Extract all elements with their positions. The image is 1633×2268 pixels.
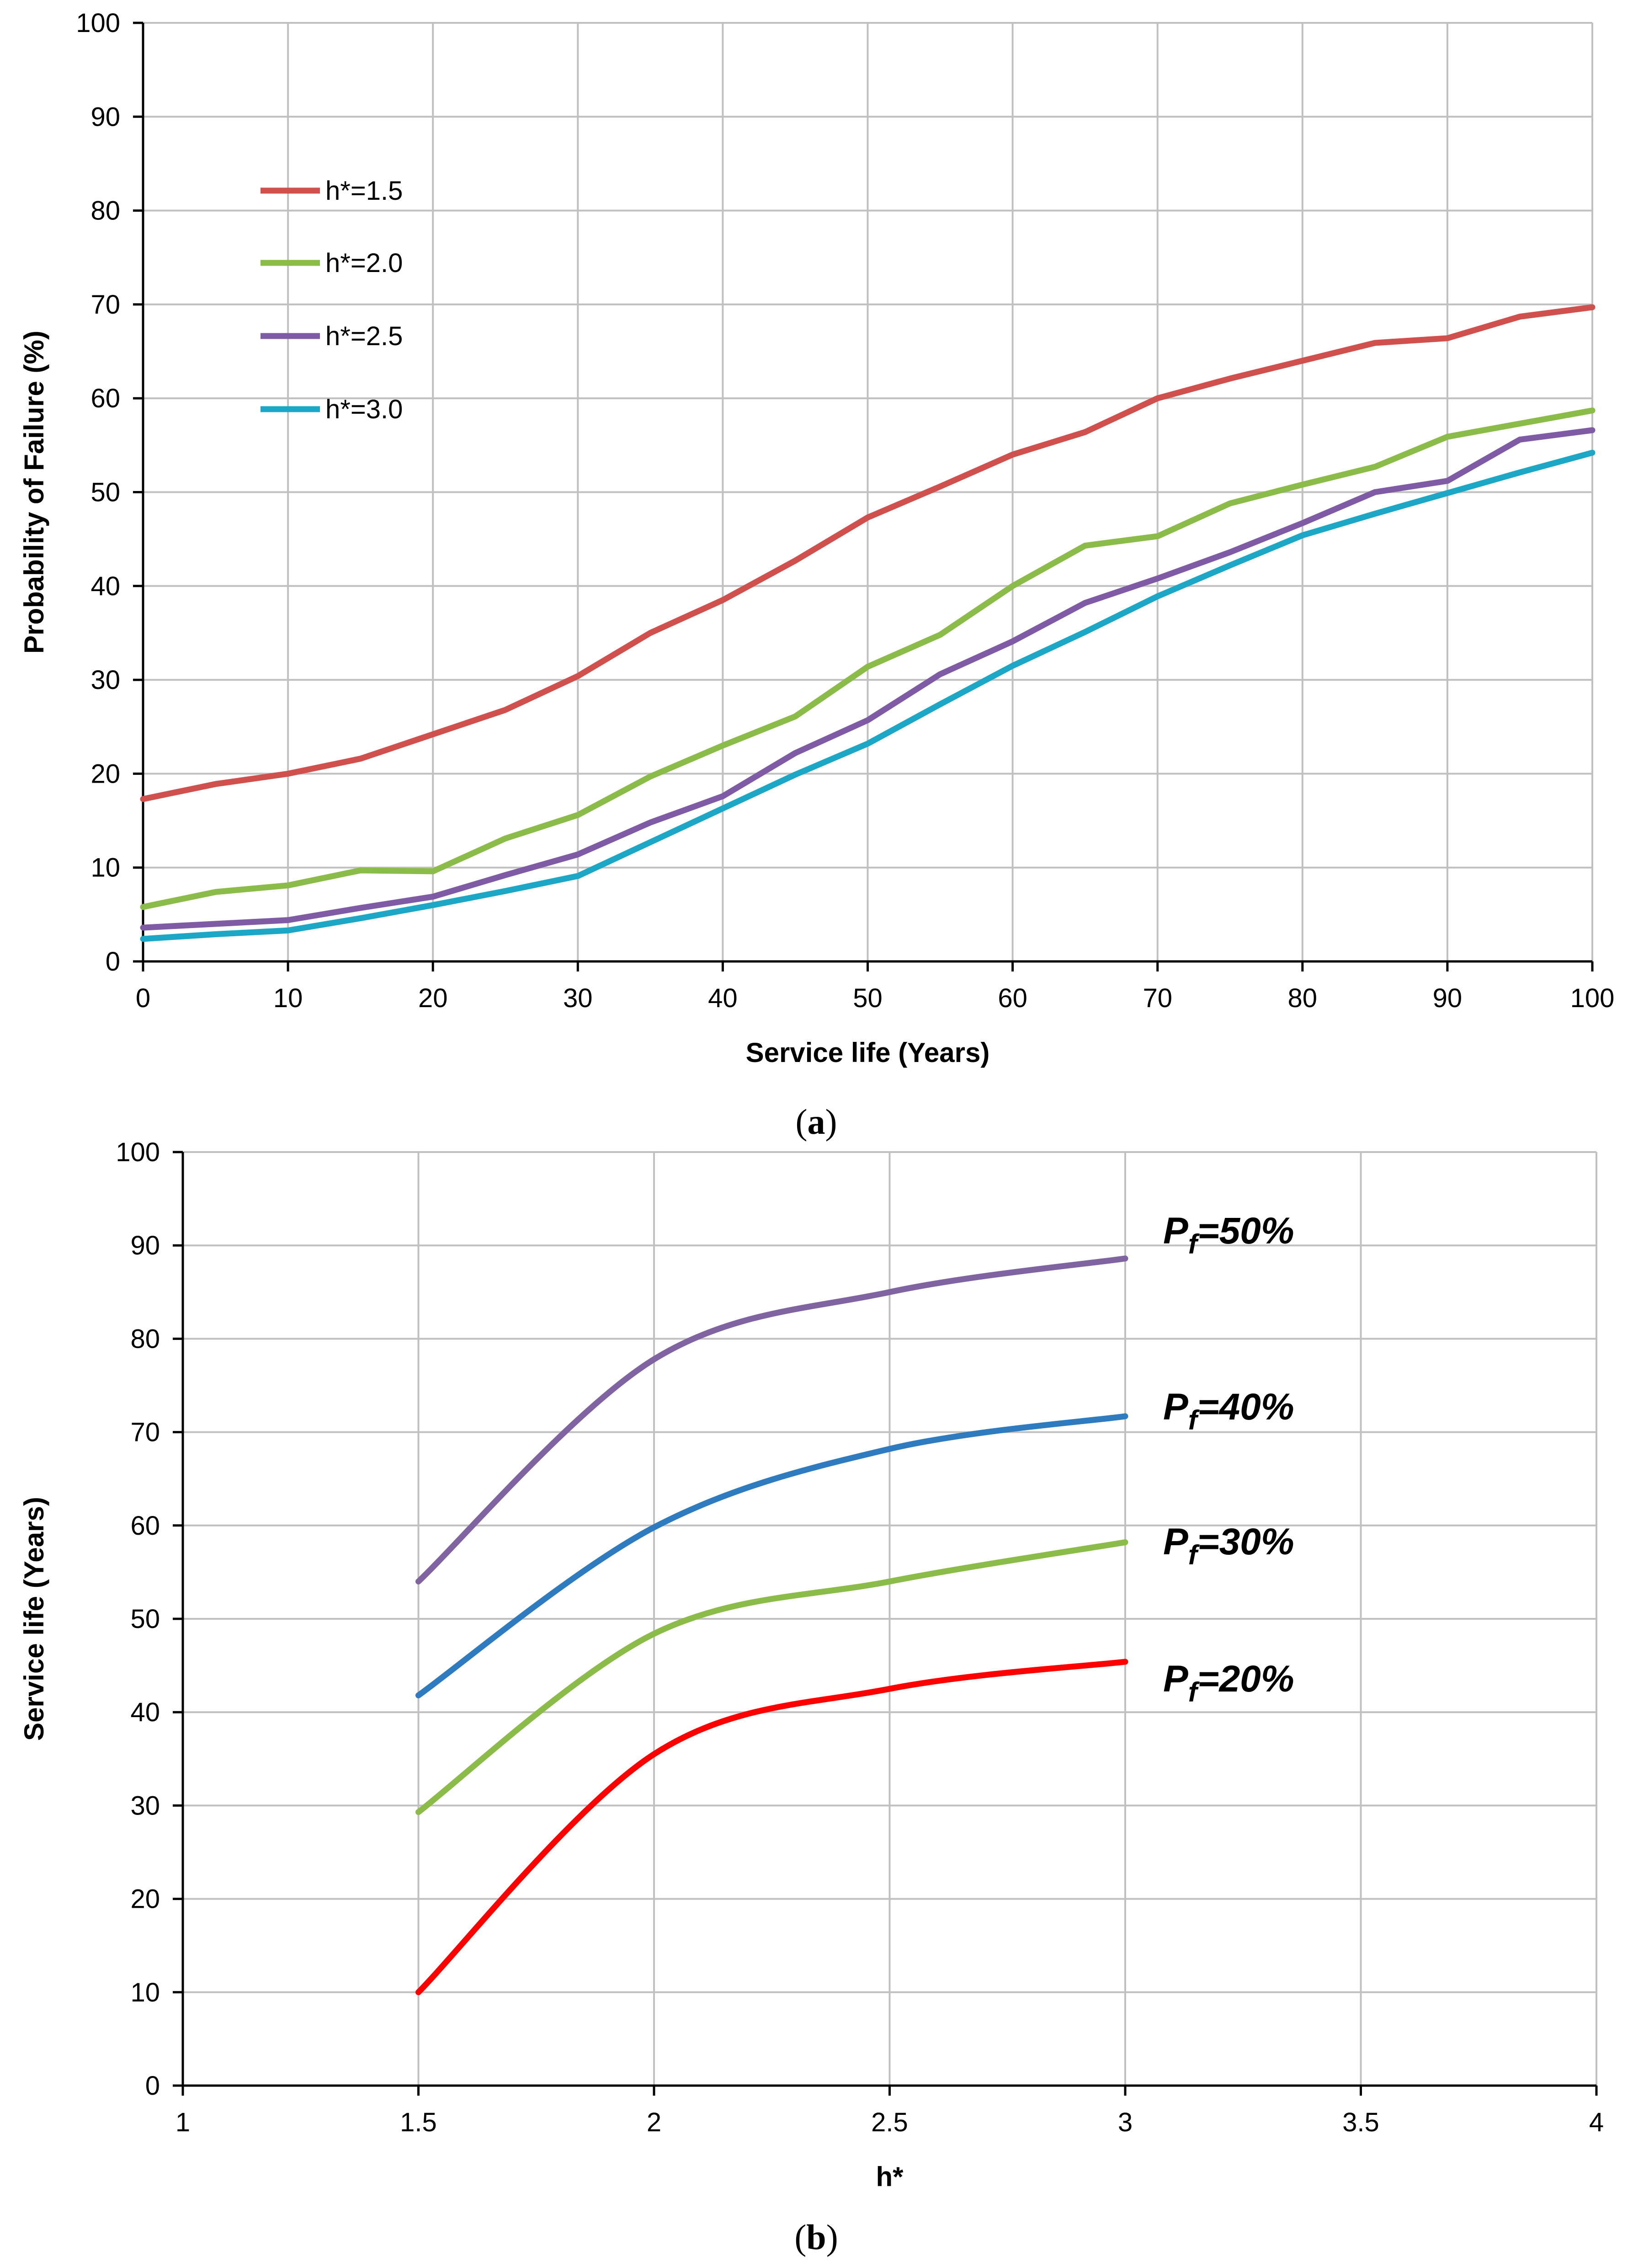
chart-a-x-axis-title: Service life (Years) xyxy=(746,1037,990,1068)
chart-b-label-value: =40% xyxy=(1197,1386,1294,1428)
chart-b-label-value: =20% xyxy=(1197,1658,1294,1700)
chart-a-x-tick-label: 80 xyxy=(1288,983,1318,1013)
chart-b-y-tick-label: 20 xyxy=(130,1884,160,1914)
chart-a-x-tick-label: 60 xyxy=(998,983,1027,1013)
chart-a-caption-letter: a xyxy=(808,1102,825,1142)
chart-a-legend-label-3: h*=2.5 xyxy=(325,321,403,351)
chart-b-label-p: P xyxy=(1163,1386,1188,1428)
chart-a-y-tick-label: 20 xyxy=(90,759,120,789)
chart-b-y-tick-label: 90 xyxy=(130,1231,160,1260)
chart-b-series-line-1 xyxy=(415,1255,1128,1585)
chart-a-x-tick-label: 0 xyxy=(136,983,150,1013)
chart-a-x-tick-label: 30 xyxy=(563,983,593,1013)
chart-b-series-label-4: Pf=20% xyxy=(1163,1658,1294,1708)
chart-a-x-tick-label: 10 xyxy=(273,983,303,1013)
chart-b-x-tick-label: 2.5 xyxy=(871,2108,908,2137)
chart-b-x-axis-title: h* xyxy=(876,2161,904,2192)
chart-a-y-tick-label: 100 xyxy=(76,8,120,38)
chart-b-y-tick-label: 50 xyxy=(130,1604,160,1634)
chart-b-x-tick-label: 4 xyxy=(1589,2108,1604,2137)
chart-a-probability-of-failure: 0 10 20 30 40 50 60 70 80 90 100 0 10 20 30 40 50 60 70 80 9… xyxy=(19,8,1614,1068)
chart-b-caption-close: ) xyxy=(826,2217,838,2257)
chart-b-series-label-1: Pf=50% xyxy=(1163,1210,1294,1259)
chart-b-x-tick-label: 3.5 xyxy=(1342,2108,1379,2137)
chart-b-label-p: P xyxy=(1163,1658,1188,1700)
chart-b-x-tick-label: 1 xyxy=(176,2108,190,2137)
chart-a-legend-label-1: h*=1.5 xyxy=(325,176,403,206)
chart-a-x-tick-label: 20 xyxy=(418,983,448,1013)
chart-b-y-tick-label: 40 xyxy=(130,1697,160,1727)
chart-a-legend-label-2: h*=2.0 xyxy=(325,248,403,278)
chart-b-series-line-2 xyxy=(415,1413,1128,1698)
chart-b-y-axis-title: Service life (Years) xyxy=(19,1497,49,1741)
chart-b-service-life: 0 10 20 30 40 50 60 70 80 90 100 1 1.5 2 2.5 3 3.5 4 h* Ser… xyxy=(19,1137,1604,2192)
chart-b-series-label-3: Pf=30% xyxy=(1163,1521,1294,1570)
chart-b-x-tick-label: 2 xyxy=(647,2108,661,2137)
chart-a-x-tick-label: 50 xyxy=(853,983,883,1013)
chart-b-x-tick-label: 3 xyxy=(1118,2108,1133,2137)
chart-a-caption: (a) xyxy=(796,1102,837,1142)
chart-b-label-value: =30% xyxy=(1197,1521,1294,1563)
chart-a-caption-open: ( xyxy=(796,1102,808,1142)
chart-b-y-tick-label: 30 xyxy=(130,1791,160,1820)
chart-a-y-tick-label: 90 xyxy=(90,102,120,132)
chart-a-y-tick-label: 50 xyxy=(90,478,120,507)
chart-a-x-tick-label: 90 xyxy=(1433,983,1463,1013)
chart-b-y-tick-label: 0 xyxy=(145,2071,160,2101)
chart-a-legend-label-4: h*=3.0 xyxy=(325,395,403,424)
chart-a-y-tick-label: 40 xyxy=(90,571,120,601)
chart-a-y-tick-label: 30 xyxy=(90,665,120,695)
chart-b-y-tick-label: 60 xyxy=(130,1511,160,1541)
chart-b-y-tick-label: 80 xyxy=(130,1324,160,1354)
chart-a-x-tick-label: 100 xyxy=(1570,983,1615,1013)
chart-b-caption: (b) xyxy=(794,2217,838,2257)
chart-b-series-line-3 xyxy=(415,1539,1128,1815)
chart-b-y-tick-label: 70 xyxy=(130,1418,160,1447)
chart-a-y-tick-label: 60 xyxy=(90,384,120,413)
chart-b-caption-open: ( xyxy=(794,2217,806,2257)
chart-a-y-tick-label: 0 xyxy=(106,947,120,977)
chart-a-x-tick-label: 40 xyxy=(708,983,738,1013)
chart-b-x-tick-label: 1.5 xyxy=(400,2108,437,2137)
chart-a-y-axis-title: Probability of Failure (%) xyxy=(19,331,49,654)
chart-a-y-tick-label: 80 xyxy=(90,196,120,226)
chart-b-series-line-4 xyxy=(415,1659,1128,1996)
chart-b-caption-letter: b xyxy=(806,2217,826,2257)
chart-a-x-tick-label: 70 xyxy=(1143,983,1172,1013)
chart-b-label-value: =50% xyxy=(1197,1210,1294,1252)
chart-a-caption-close: ) xyxy=(825,1102,837,1142)
chart-b-series-label-2: Pf=40% xyxy=(1163,1386,1294,1436)
chart-b-y-tick-label: 100 xyxy=(116,1137,160,1167)
chart-a-y-tick-label: 10 xyxy=(90,853,120,883)
chart-a-y-tick-label: 70 xyxy=(90,290,120,320)
chart-b-y-tick-label: 10 xyxy=(130,1978,160,2007)
chart-b-label-p: P xyxy=(1163,1210,1188,1252)
chart-b-label-p: P xyxy=(1163,1521,1188,1563)
